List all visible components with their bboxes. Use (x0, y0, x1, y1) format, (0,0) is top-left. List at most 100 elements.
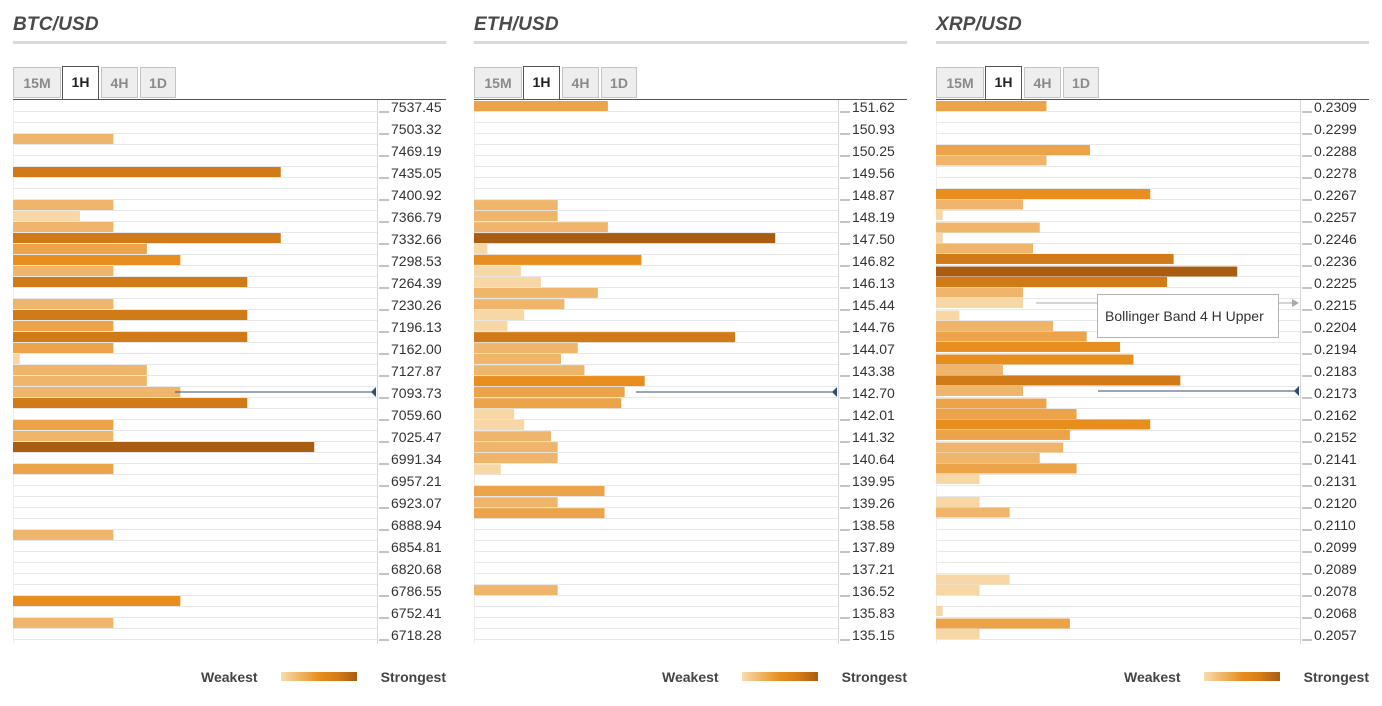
tab-1h[interactable]: 1H (62, 66, 99, 100)
price-label: 0.2099 (1314, 539, 1357, 555)
confluence-bar (13, 310, 248, 321)
tab-1d[interactable]: 1D (601, 67, 637, 98)
legend-gradient (281, 672, 357, 681)
timeframe-tabs: 15M 1H 4H 1D (936, 66, 1369, 100)
confluence-bar (936, 189, 1151, 199)
strength-legend: Weakest Strongest (936, 668, 1369, 688)
confluence-bar (936, 310, 960, 321)
confluence-bar (936, 277, 1167, 287)
confluence-bar (13, 618, 114, 629)
strength-legend: Weakest Strongest (474, 668, 907, 688)
title-divider (13, 41, 446, 44)
price-label: 135.83 (852, 605, 895, 621)
confluence-bar (936, 287, 1024, 298)
tab-baseline (13, 99, 446, 100)
price-label: 149.56 (852, 165, 895, 181)
legend-strongest: Strongest (841, 669, 907, 685)
price-label: 0.2278 (1314, 165, 1357, 181)
confluence-bar (474, 210, 558, 221)
price-label: 7503.32 (391, 121, 442, 137)
tab-4h[interactable]: 4H (562, 67, 599, 98)
confluence-bar (13, 398, 248, 409)
price-label: 0.2089 (1314, 561, 1357, 577)
tab-15m[interactable]: 15M (474, 67, 522, 98)
price-label: 140.64 (852, 451, 895, 467)
price-label: 6718.28 (391, 627, 442, 643)
confluence-bar (474, 365, 585, 376)
price-label: 7025.47 (391, 429, 442, 445)
confluence-bar (474, 453, 558, 463)
confluence-bar (474, 386, 625, 397)
confluence-bar (474, 431, 551, 442)
legend-strongest: Strongest (380, 669, 446, 685)
confluence-bar (13, 595, 181, 606)
confluence-bar (936, 605, 943, 616)
tab-1d[interactable]: 1D (1063, 67, 1099, 98)
price-label: 7264.39 (391, 275, 442, 291)
price-label: 0.2246 (1314, 231, 1357, 247)
timeframe-tabs: 15M 1H 4H 1D (474, 66, 907, 100)
price-label: 0.2078 (1314, 583, 1357, 599)
confluence-bar (13, 530, 114, 541)
confluence-bar (474, 398, 622, 409)
confluence-bar (936, 209, 943, 220)
confluence-bar (936, 375, 1181, 386)
legend-gradient (742, 672, 818, 681)
price-label: 0.2173 (1314, 385, 1357, 401)
confluence-bar (936, 222, 1040, 233)
price-label: 0.2236 (1314, 253, 1357, 269)
tab-1h[interactable]: 1H (985, 66, 1022, 100)
confluence-bar (936, 442, 1064, 453)
price-label: 145.44 (852, 297, 895, 313)
tab-4h[interactable]: 4H (1024, 67, 1061, 98)
price-label: 151.62 (852, 99, 895, 115)
confluence-bar (936, 199, 1024, 210)
confluence-bar (936, 574, 1010, 585)
confluence-bar (936, 463, 1077, 474)
confluence-bar (936, 385, 1024, 396)
price-label: 147.50 (852, 231, 895, 247)
price-label: 137.89 (852, 539, 895, 555)
legend-weakest: Weakest (1124, 669, 1181, 685)
confluence-bar (936, 507, 1010, 518)
price-label: 7127.87 (391, 363, 442, 379)
panel-title: ETH/USD (474, 14, 559, 35)
tab-4h[interactable]: 4H (101, 67, 138, 98)
confluence-bar (13, 277, 248, 288)
confluence-bar (13, 332, 248, 343)
confluence-bar (936, 473, 980, 484)
price-label: 7435.05 (391, 165, 442, 181)
confluence-bar (936, 618, 1070, 629)
price-label: 0.2288 (1314, 143, 1357, 159)
confluence-bar (474, 409, 515, 420)
price-label: 135.15 (852, 627, 895, 643)
confluence-bar (936, 398, 1047, 409)
price-label: 7093.73 (391, 385, 442, 401)
price-label: 0.2162 (1314, 407, 1357, 423)
confluence-bar (13, 244, 147, 255)
price-label: 0.2299 (1314, 121, 1357, 137)
confluence-chart: 7537.45 7503.32 7469.19 7435.05 7400.92 7366.… (13, 99, 442, 644)
price-label: 7230.26 (391, 297, 442, 313)
confluence-bar (13, 265, 114, 276)
tab-15m[interactable]: 15M (936, 67, 984, 98)
indicator-tooltip: Bollinger Band 4 H Upper (1097, 294, 1279, 338)
tab-15m[interactable]: 15M (13, 67, 61, 98)
tab-1d[interactable]: 1D (140, 67, 176, 98)
price-label: 6923.07 (391, 495, 442, 511)
confluence-bar (936, 155, 1047, 166)
confluence-bar (474, 419, 525, 430)
price-label: 7332.66 (391, 231, 442, 247)
price-label: 0.2194 (1314, 341, 1357, 357)
confluence-bar (936, 409, 1077, 419)
tab-1h[interactable]: 1H (523, 66, 560, 100)
price-label: 6957.21 (391, 473, 442, 489)
price-label: 139.95 (852, 473, 895, 489)
price-label: 142.70 (852, 385, 895, 401)
panel-title: BTC/USD (13, 14, 99, 35)
confluence-bar (474, 376, 645, 387)
confluence-bar (474, 277, 541, 287)
tab-baseline (474, 99, 907, 100)
confluence-bar (13, 342, 114, 353)
price-label: 7366.79 (391, 209, 442, 225)
